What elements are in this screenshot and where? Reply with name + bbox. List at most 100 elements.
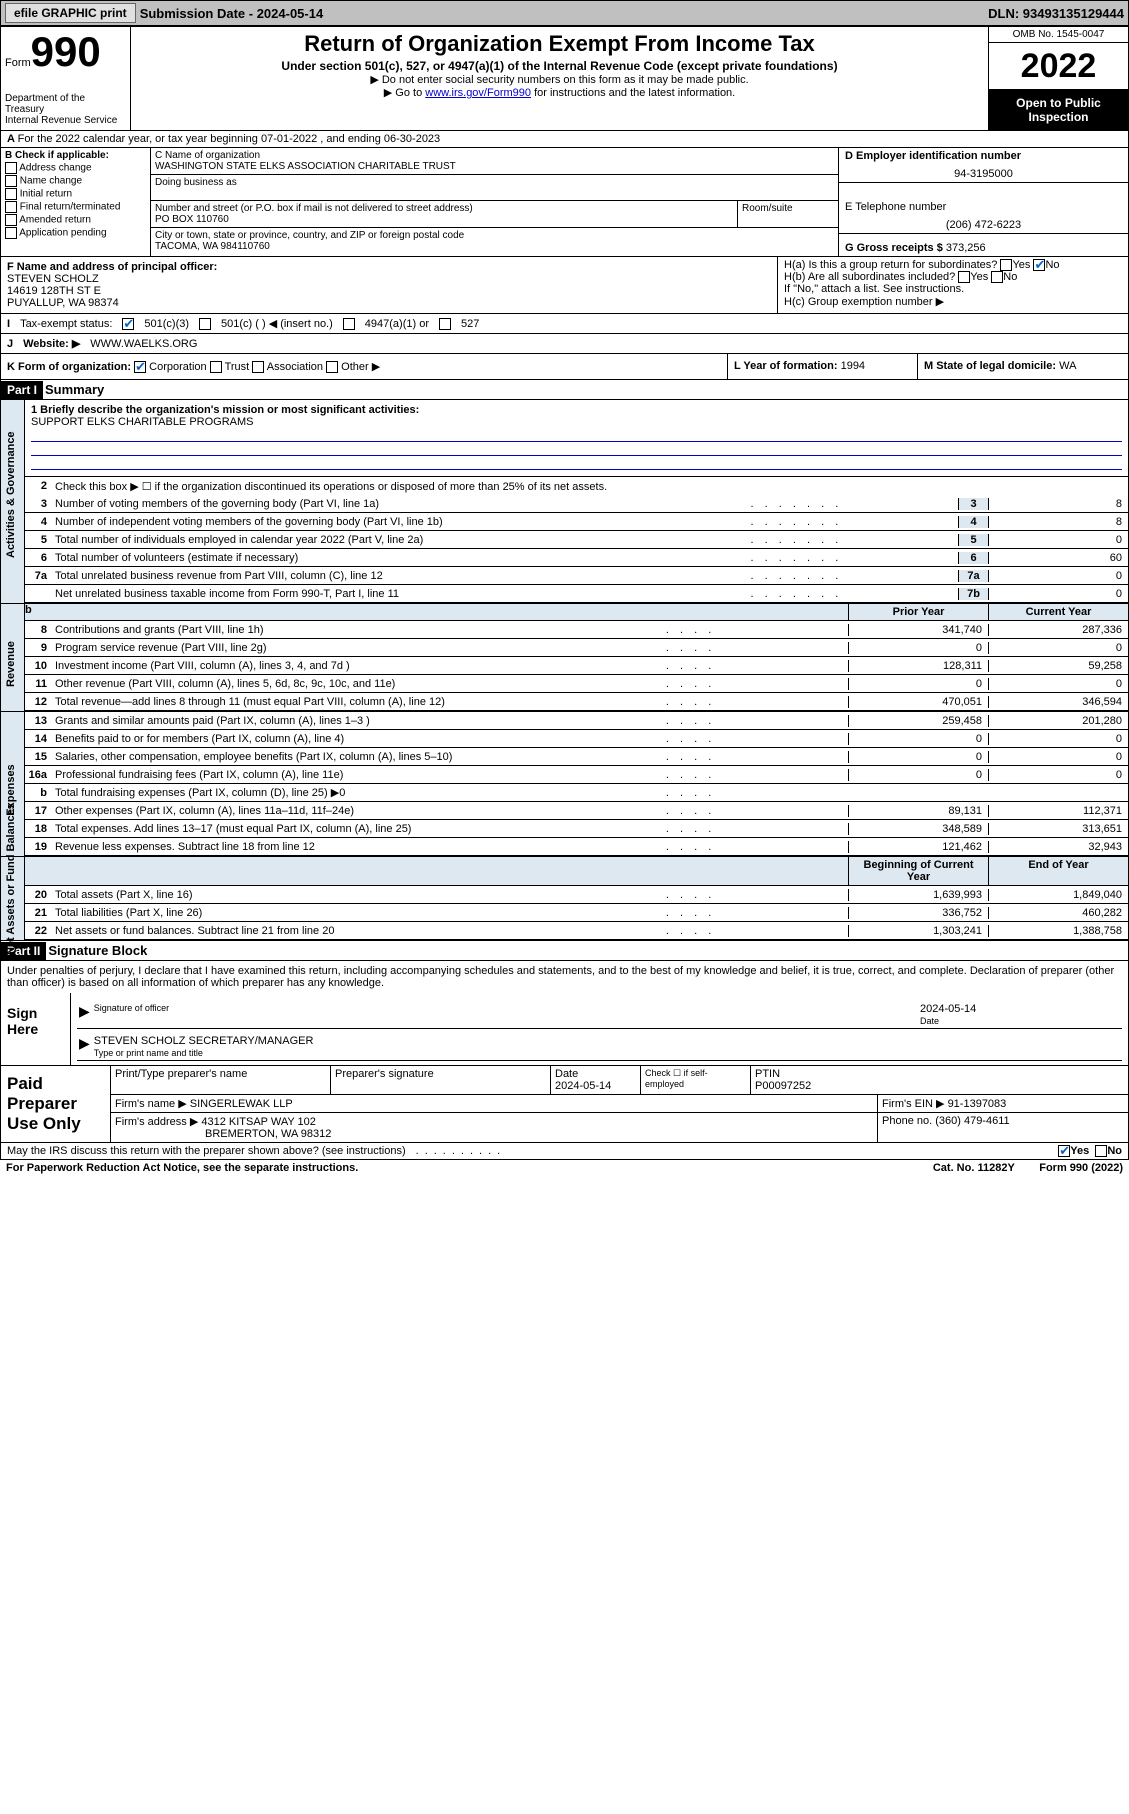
current-year-hdr: Current Year: [988, 604, 1128, 620]
gov-row: Net unrelated business taxable income fr…: [25, 585, 1128, 603]
data-row: b Total fundraising expenses (Part IX, c…: [25, 784, 1128, 802]
firm-ein-label: Firm's EIN ▶: [882, 1098, 945, 1110]
data-row: 9 Program service revenue (Part VIII, li…: [25, 639, 1128, 657]
firm-name: SINGERLEWAK LLP: [190, 1098, 293, 1110]
subtitle-2: ▶ Do not enter social security numbers o…: [139, 73, 980, 86]
discuss-question: May the IRS discuss this return with the…: [7, 1145, 406, 1157]
officer-typed: STEVEN SCHOLZ SECRETARY/MANAGER: [94, 1035, 314, 1047]
mission-question: 1 Briefly describe the organization's mi…: [31, 404, 419, 416]
ptin-label: PTIN: [755, 1068, 780, 1080]
discuss-yes-checkbox[interactable]: [1058, 1145, 1070, 1157]
subtitle-1: Under section 501(c), 527, or 4947(a)(1)…: [139, 59, 980, 73]
amended-return-label: Amended return: [19, 215, 91, 226]
hb-note: If "No," attach a list. See instructions…: [784, 283, 1122, 295]
ha-label: H(a) Is this a group return for subordin…: [784, 259, 997, 271]
revenue-block: Revenue b Prior YearCurrent Year 8 Contri…: [0, 604, 1129, 712]
domicile-value: WA: [1059, 360, 1076, 372]
ha-no: No: [1045, 259, 1059, 271]
name-change-checkbox[interactable]: [5, 175, 17, 187]
data-row: 19 Revenue less expenses. Subtract line …: [25, 838, 1128, 856]
paid-label: Paid Preparer Use Only: [1, 1066, 111, 1142]
hb-no: No: [1003, 271, 1017, 283]
website-label: Website: ▶: [23, 337, 80, 350]
form-word: Form: [5, 57, 31, 69]
ein-value: 94-3195000: [845, 168, 1122, 180]
website-row: J Website: ▶ WWW.WAELKS.ORG: [0, 334, 1129, 354]
addr-label: Number and street (or P.O. box if mail i…: [155, 203, 733, 214]
firm-addr-label: Firm's address ▶: [115, 1116, 198, 1128]
city-label: City or town, state or province, country…: [155, 230, 834, 241]
data-row: 10 Investment income (Part VIII, column …: [25, 657, 1128, 675]
declaration-text: Under penalties of perjury, I declare th…: [1, 961, 1128, 993]
address-change-checkbox[interactable]: [5, 162, 17, 174]
527-checkbox[interactable]: [439, 318, 451, 330]
hb-yes-checkbox[interactable]: [958, 271, 970, 283]
org-city: TACOMA, WA 984110760: [155, 241, 834, 252]
corp-checkbox[interactable]: [134, 361, 146, 373]
other-checkbox[interactable]: [326, 361, 338, 373]
data-row: 12 Total revenue—add lines 8 through 11 …: [25, 693, 1128, 711]
website-value: WWW.WAELKS.ORG: [90, 338, 197, 350]
trust-checkbox[interactable]: [210, 361, 222, 373]
discuss-row: May the IRS discuss this return with the…: [0, 1143, 1129, 1160]
irs-link[interactable]: www.irs.gov/Form990: [425, 87, 531, 99]
cat-no: Cat. No. 11282Y: [933, 1162, 1015, 1174]
other-label: Other ▶: [341, 361, 380, 373]
initial-return-label: Initial return: [20, 189, 72, 200]
paid-preparer-block: Paid Preparer Use Only Print/Type prepar…: [0, 1066, 1129, 1143]
officer-group-row: F Name and address of principal officer:…: [0, 257, 1129, 314]
phone-value: (206) 472-6223: [845, 219, 1122, 231]
org-address: PO BOX 110760: [155, 214, 733, 225]
data-row: 8 Contributions and grants (Part VIII, l…: [25, 621, 1128, 639]
top-bar: efile GRAPHIC print Submission Date - 20…: [0, 0, 1129, 26]
501c3-checkbox[interactable]: [122, 318, 134, 330]
data-row: 15 Salaries, other compensation, employe…: [25, 748, 1128, 766]
hc-label: H(c) Group exemption number ▶: [784, 295, 1122, 308]
form-org-row: K Form of organization: Corporation Trus…: [0, 354, 1129, 380]
discuss-no-checkbox[interactable]: [1095, 1145, 1107, 1157]
netassets-side-label: Net Assets or Fund Balances: [5, 855, 17, 955]
final-return-checkbox[interactable]: [5, 201, 17, 213]
line-a: A For the 2022 calendar year, or tax yea…: [0, 131, 1129, 148]
ha-no-checkbox[interactable]: [1033, 259, 1045, 271]
firm-addr: 4312 KITSAP WAY 102: [201, 1116, 316, 1128]
dept-treasury: Department of the Treasury: [5, 93, 126, 115]
efile-button[interactable]: efile GRAPHIC print: [5, 3, 136, 23]
revenue-side-label: Revenue: [5, 614, 17, 714]
officer-addr1: 14619 128TH ST E: [7, 285, 101, 297]
data-row: 11 Other revenue (Part VIII, column (A),…: [25, 675, 1128, 693]
governance-block: Activities & Governance 1 Briefly descri…: [0, 400, 1129, 604]
discuss-no: No: [1107, 1145, 1122, 1157]
hb-no-checkbox[interactable]: [991, 271, 1003, 283]
data-row: 17 Other expenses (Part IX, column (A), …: [25, 802, 1128, 820]
data-row: 22 Net assets or fund balances. Subtract…: [25, 922, 1128, 940]
final-return-label: Final return/terminated: [20, 202, 121, 213]
room-suite: Room/suite: [738, 201, 838, 227]
firm-addr2: BREMERTON, WA 98312: [205, 1128, 331, 1140]
col-b-label: b: [25, 604, 32, 620]
app-pending-checkbox[interactable]: [5, 227, 17, 239]
data-row: 16a Professional fundraising fees (Part …: [25, 766, 1128, 784]
officer-addr2: PUYALLUP, WA 98374: [7, 297, 119, 309]
name-change-label: Name change: [20, 176, 82, 187]
preparer-sig-hdr: Preparer's signature: [331, 1066, 551, 1094]
data-row: 18 Total expenses. Add lines 13–17 (must…: [25, 820, 1128, 838]
501c-checkbox[interactable]: [199, 318, 211, 330]
app-pending-label: Application pending: [19, 228, 106, 239]
initial-return-checkbox[interactable]: [5, 188, 17, 200]
goto-pre: ▶ Go to: [384, 87, 425, 99]
part-ii-title: Signature Block: [46, 941, 149, 960]
form-footer: Form 990 (2022): [1039, 1162, 1123, 1174]
firm-phone: (360) 479-4611: [935, 1115, 1009, 1127]
tax-year: 2022: [989, 43, 1128, 90]
amended-return-checkbox[interactable]: [5, 214, 17, 226]
4947-checkbox[interactable]: [343, 318, 355, 330]
firm-name-label: Firm's name ▶: [115, 1098, 187, 1110]
domicile-label: M State of legal domicile:: [924, 360, 1056, 372]
prior-year-hdr: Prior Year: [848, 604, 988, 620]
hb-yes: Yes: [970, 271, 988, 283]
assoc-checkbox[interactable]: [252, 361, 264, 373]
ha-yes-checkbox[interactable]: [1000, 259, 1012, 271]
footer: For Paperwork Reduction Act Notice, see …: [0, 1160, 1129, 1176]
mission-answer: SUPPORT ELKS CHARITABLE PROGRAMS: [31, 416, 254, 428]
